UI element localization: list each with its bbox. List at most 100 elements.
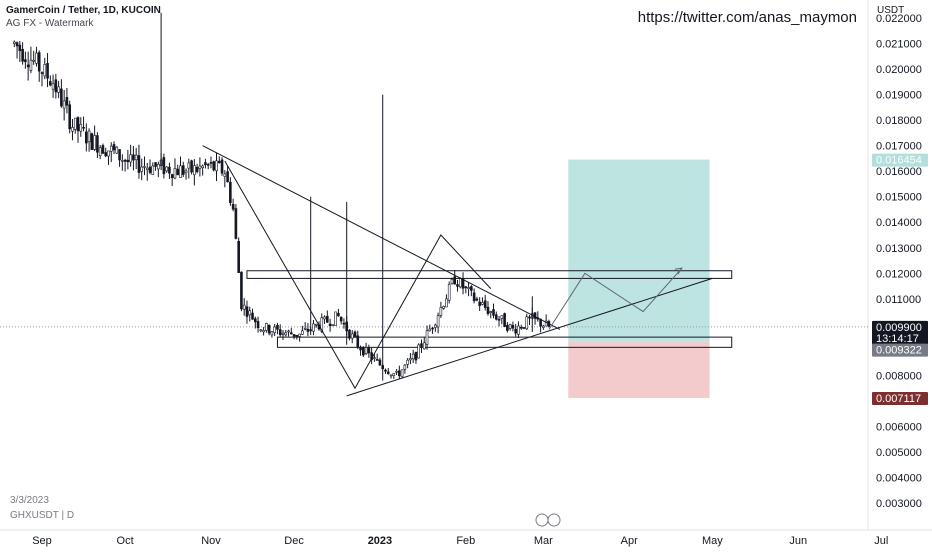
candle-body xyxy=(231,204,235,210)
countdown-label: 13:14:17 xyxy=(876,333,919,345)
candle-body xyxy=(73,117,77,130)
candle-body xyxy=(508,324,512,329)
time-tick-label: Mar xyxy=(534,535,553,547)
candle-body xyxy=(292,334,296,337)
candle-body xyxy=(425,330,429,345)
candle-body xyxy=(176,168,180,176)
dividends-icon xyxy=(547,513,561,527)
candle-body xyxy=(353,331,357,337)
candle-body xyxy=(57,86,60,93)
candle-body xyxy=(157,163,160,170)
candle-body xyxy=(384,369,387,372)
indicator-label[interactable]: AG FX - Watermark xyxy=(6,18,94,29)
candle-body xyxy=(289,332,293,335)
candle-body xyxy=(165,166,168,172)
candle-body xyxy=(101,145,105,154)
events-icon xyxy=(535,513,549,527)
candle-body xyxy=(434,324,437,328)
candle-body xyxy=(29,59,33,71)
candle-body xyxy=(298,333,301,337)
date-label: 3/3/2023 xyxy=(10,495,49,506)
candle-body xyxy=(528,316,531,319)
candle-body xyxy=(467,287,470,290)
price-tick-label: 0.022000 xyxy=(876,13,922,25)
candle-body xyxy=(517,325,520,335)
candle-body xyxy=(470,286,473,291)
candle-body xyxy=(378,359,382,366)
candle-body xyxy=(240,271,243,310)
candle-body xyxy=(414,351,418,361)
candle-body xyxy=(51,83,55,90)
candle-body xyxy=(107,150,110,157)
price-tick-label: 0.019000 xyxy=(876,90,922,102)
candle-body xyxy=(256,321,260,329)
stop-tag-label: 0.007117 xyxy=(876,393,921,405)
candle-body xyxy=(76,117,80,132)
candle-body xyxy=(151,165,155,176)
candle-body xyxy=(115,146,119,154)
candle-body xyxy=(483,300,487,308)
price-tick-label: 0.018000 xyxy=(876,115,922,127)
candle-body xyxy=(13,41,16,44)
candle-body xyxy=(65,97,69,106)
candle-body xyxy=(79,123,83,132)
candle-body xyxy=(514,328,517,334)
candle-body xyxy=(301,330,304,335)
candle-body xyxy=(417,344,421,359)
target-tag xyxy=(872,153,928,167)
candle-body xyxy=(154,162,157,167)
candle-body xyxy=(276,324,279,330)
entry-tag-label: 0.009322 xyxy=(876,345,922,357)
candle-body xyxy=(18,44,22,52)
price-tick-label: 0.006000 xyxy=(876,421,922,433)
candle-body xyxy=(132,154,135,161)
candle-body xyxy=(93,135,96,150)
pattern-zigzag xyxy=(224,160,492,390)
candle-body xyxy=(364,347,368,354)
candle-body xyxy=(145,167,149,171)
candle-body xyxy=(137,155,141,173)
symbol-title[interactable]: GamerCoin / Tether, 1D, KUCOIN xyxy=(6,5,161,16)
candle-body xyxy=(212,161,216,171)
support-box xyxy=(276,336,733,348)
stop-tag xyxy=(872,391,928,405)
candle-body xyxy=(409,358,412,361)
candle-body xyxy=(123,159,127,162)
price-tick-label: 0.011000 xyxy=(876,294,921,306)
candle-body xyxy=(400,369,404,378)
price-tick-label: 0.003000 xyxy=(876,498,922,510)
stop-zone xyxy=(568,341,710,398)
candle-body xyxy=(331,324,335,326)
time-tick-label: 2023 xyxy=(368,535,392,547)
candle-body xyxy=(489,311,493,313)
candle-body xyxy=(195,166,199,173)
time-tick-label: Jul xyxy=(874,535,888,547)
candle-body xyxy=(486,306,490,314)
candle-body xyxy=(475,298,479,301)
candle-body xyxy=(143,166,146,168)
candle-body xyxy=(428,328,432,332)
candle-body xyxy=(270,331,274,336)
candle-body xyxy=(453,276,457,285)
candle-body xyxy=(281,332,285,335)
price-tick-label: 0.016000 xyxy=(876,166,922,178)
candle-body xyxy=(140,166,144,172)
candle-body xyxy=(422,342,426,350)
candle-body xyxy=(350,333,354,339)
candle-body xyxy=(215,160,218,172)
projection-path xyxy=(548,267,683,330)
candle-body xyxy=(312,323,315,332)
candle-body xyxy=(40,72,44,74)
candle-body xyxy=(43,64,47,77)
candle-body xyxy=(461,278,465,289)
candle-body xyxy=(431,327,434,330)
candle-body xyxy=(201,165,204,169)
price-tick-label: 0.020000 xyxy=(876,64,922,76)
candle-body xyxy=(284,332,288,336)
candle-body xyxy=(522,327,526,329)
candle-body xyxy=(323,316,326,320)
candle-body xyxy=(35,52,38,64)
price-tick-label: 0.021000 xyxy=(876,39,922,51)
